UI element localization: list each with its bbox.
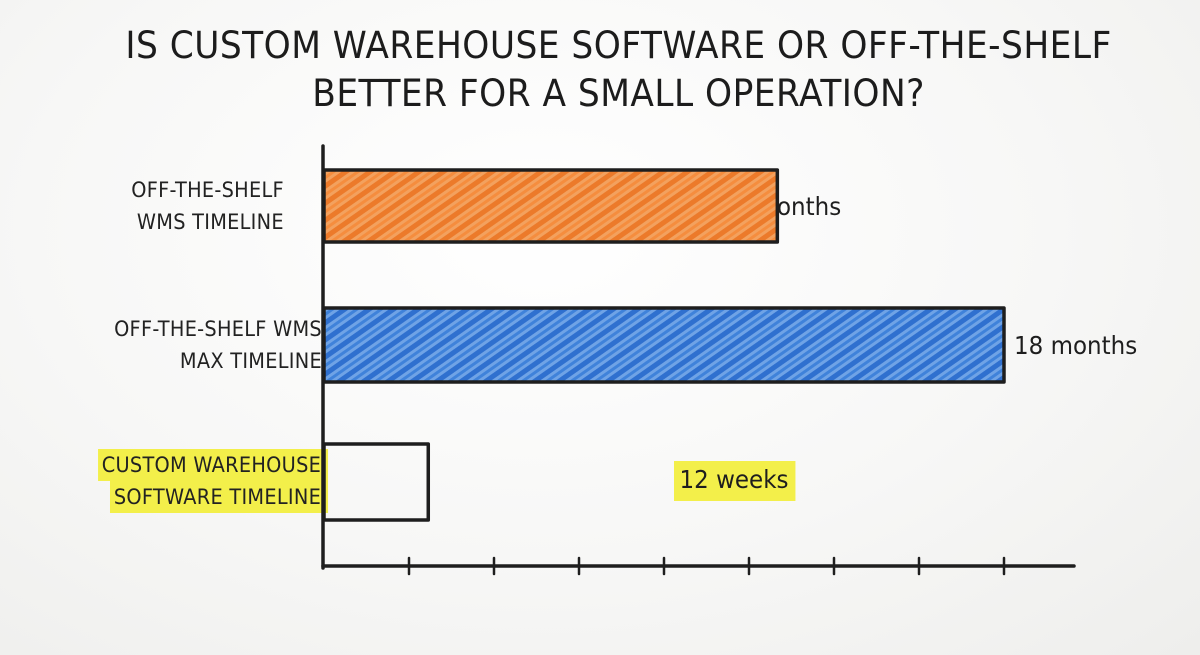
value-label-offshelf-max: 18 months: [1014, 331, 1138, 360]
category-label-custom: CUSTOM WAREHOUSE SOFTWARE TIMELINE: [97, 449, 329, 513]
category-label-offshelf-max-line-1: OFF-THE-SHELF WMS: [114, 317, 322, 341]
category-label-offshelf: OFF-THE-SHELF WMS TIMELINE: [131, 174, 284, 238]
category-label-offshelf-line-2: WMS TIMELINE: [137, 210, 284, 234]
chart-title-line-1: IS CUSTOM WAREHOUSE SOFTWARE OR OFF-THE-…: [125, 24, 1112, 67]
axis-layer: [321, 144, 1076, 576]
category-label-custom-line-1: CUSTOM WAREHOUSE: [97, 449, 328, 481]
bar-off-the-shelf-wms-timeline: [322, 168, 780, 244]
category-label-offshelf-max-line-2: MAX TIMELINE: [179, 349, 322, 373]
category-label-offshelf-max: OFF-THE-SHELF WMS MAX TIMELINE: [114, 313, 322, 377]
category-label-offshelf-line-1: OFF-THE-SHELF: [131, 178, 284, 202]
chart-title-line-2: BETTER FOR A SMALL OPERATION?: [312, 72, 925, 115]
bar-custom-warehouse-software-timeline: [322, 442, 431, 522]
bars-layer: [322, 168, 1006, 522]
category-label-custom-line-2: SOFTWARE TIMELINE: [109, 481, 329, 513]
bar-off-the-shelf-wms-max-timeline: [322, 306, 1006, 384]
chart-title: IS CUSTOM WAREHOUSE SOFTWARE OR OFF-THE-…: [42, 22, 1195, 118]
value-label-custom: 12 weeks: [674, 461, 796, 501]
